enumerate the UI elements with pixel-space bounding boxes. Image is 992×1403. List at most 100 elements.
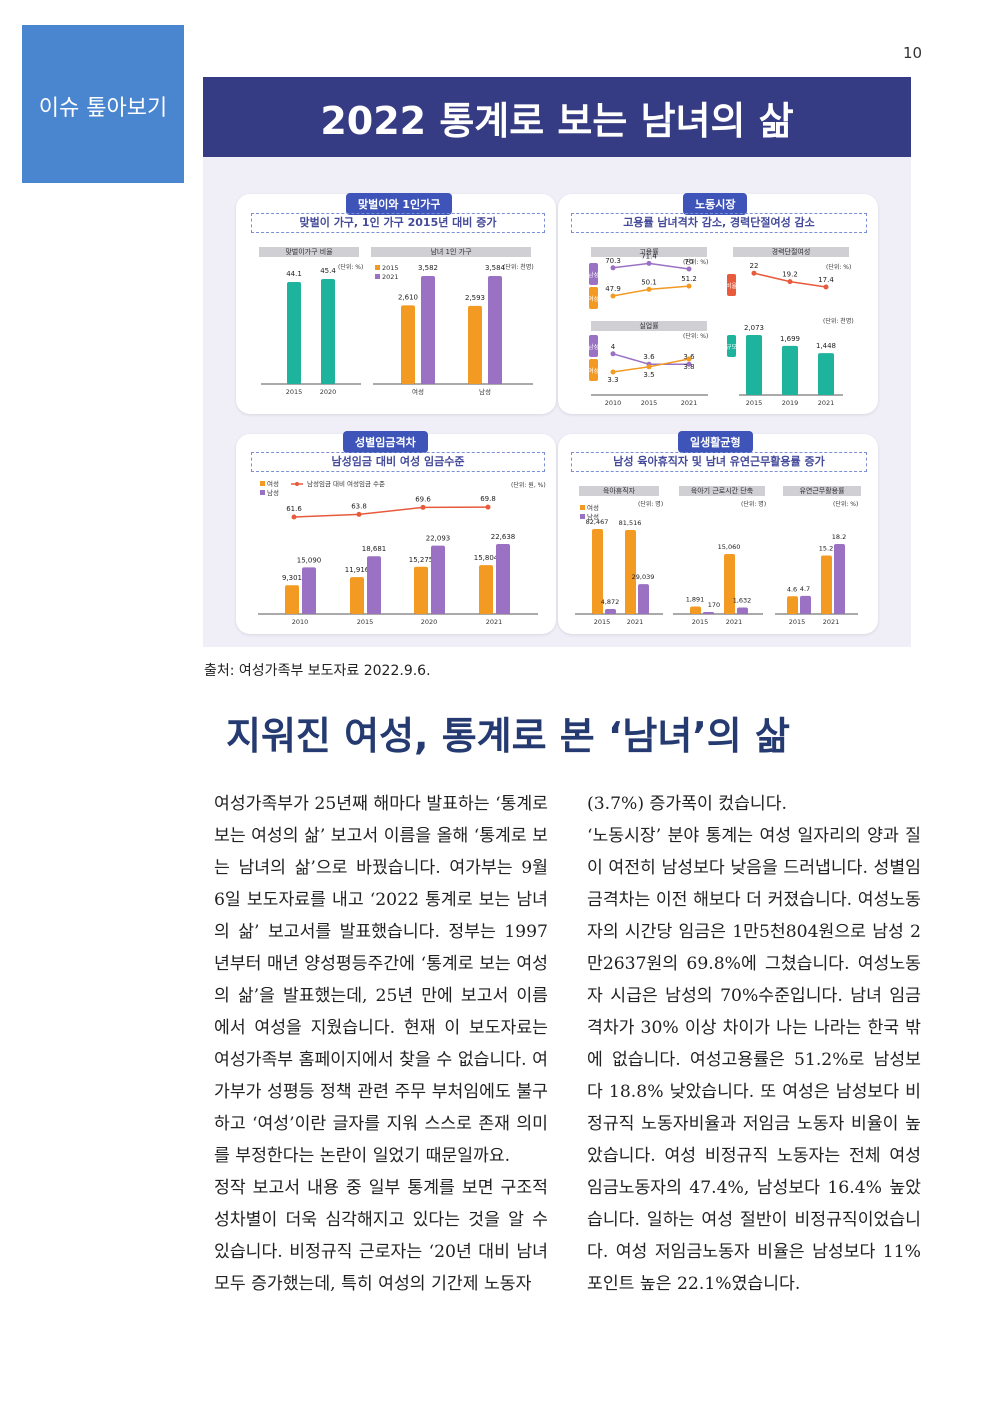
- panel-title: 성별임금격차: [343, 431, 428, 453]
- data-label: 11,916: [345, 566, 370, 574]
- bar: [401, 305, 415, 384]
- panel-subhead: 남성 육아휴직자 및 남녀 유연근무활용률 증가: [571, 452, 867, 472]
- bar: [350, 577, 364, 614]
- data-label: 170: [708, 601, 720, 609]
- legend-label: 여성: [587, 503, 599, 512]
- infographic: 2022 통계로 보는 남녀의 삶 맞벌이와 1인가구 맞벌이 가구, 1인 가…: [203, 77, 911, 647]
- data-point: [686, 266, 692, 272]
- data-label: 1,632: [733, 596, 752, 604]
- article-headline: 지워진 여성, 통계로 본 ‘남녀’의 삶: [226, 714, 790, 758]
- data-label: 15,060: [718, 543, 741, 551]
- chart-unit: (단위: 천명): [503, 264, 534, 271]
- data-label: 2,610: [398, 293, 418, 301]
- chart-unit: (단위: 원, %): [511, 482, 546, 489]
- bar: [285, 585, 299, 614]
- tick-label: 2015: [692, 618, 709, 626]
- series-tag-label: 남성: [588, 271, 599, 279]
- panel-subhead: 남성임금 대비 여성 임금수준: [251, 452, 545, 472]
- bar: [468, 305, 482, 384]
- data-label: 61.6: [286, 505, 302, 513]
- chart-unit: (단위: 천명): [823, 318, 854, 325]
- data-label: 22: [750, 262, 759, 270]
- data-label: 9,301: [282, 574, 302, 582]
- bar: [302, 567, 316, 614]
- legend-swatch-female: [580, 505, 585, 510]
- data-point: [686, 283, 692, 289]
- bar: [287, 282, 301, 384]
- chart-unit: (단위: %): [683, 259, 709, 266]
- legend-swatch-male: [580, 514, 585, 519]
- bar: [367, 556, 381, 614]
- series-tag: [589, 287, 598, 309]
- source-caption: 출처: 여성가족부 보도자료 2022.9.6.: [204, 663, 431, 679]
- chart-label: 유연근무활용률: [783, 486, 861, 496]
- data-point: [610, 369, 616, 375]
- data-label: 71.4: [641, 252, 657, 260]
- chart-label: 남녀 1인 가구: [371, 247, 531, 257]
- series-tag-label: 여성: [588, 295, 599, 303]
- data-point: [420, 504, 426, 510]
- data-label: 81,516: [619, 519, 642, 527]
- legend-label: 여성: [267, 479, 279, 488]
- tick-label: 2010: [605, 399, 622, 407]
- bar: [746, 335, 762, 395]
- data-label: 18,681: [362, 545, 387, 553]
- data-label: 1,891: [686, 595, 705, 603]
- data-label: 3.5: [643, 371, 654, 379]
- legend-marker: [295, 482, 299, 486]
- legend-label: 남성: [587, 512, 599, 521]
- series-tag: [589, 263, 598, 285]
- data-label: 2,593: [465, 294, 485, 302]
- chart-label: 고용률: [591, 247, 707, 257]
- bar: [592, 529, 603, 614]
- page-number: 10: [903, 44, 923, 62]
- chart-label: 맞벌이가구 비율: [259, 247, 359, 257]
- data-label: 4.7: [800, 585, 810, 593]
- tick-label: 2021: [627, 618, 644, 626]
- data-label: 45.4: [320, 267, 336, 275]
- series-tag: [589, 359, 598, 381]
- legend-label: 2021: [382, 273, 399, 281]
- data-label: 4,872: [601, 598, 620, 606]
- bar: [414, 566, 428, 614]
- bar: [488, 276, 502, 384]
- panel-subhead: 고용률 남녀격차 감소, 경력단절여성 감소: [571, 213, 867, 233]
- series-tag-label: 규모: [726, 344, 738, 351]
- bar: [605, 608, 616, 614]
- chart-label: 육아휴직자: [579, 486, 659, 496]
- tick-label: 2015: [746, 399, 763, 407]
- legend-label: 남성임금 대비 여성임금 수준: [307, 479, 385, 488]
- chart-label: 육아기 근로시간 단축: [679, 486, 765, 496]
- chart-unit: (단위: %): [338, 264, 364, 271]
- data-label: 50.1: [641, 278, 657, 286]
- series-tag: [727, 335, 736, 357]
- bar: [321, 279, 335, 384]
- bar: [690, 606, 701, 614]
- tick-label: 2020: [320, 388, 337, 396]
- bar: [638, 584, 649, 614]
- tick-label: 2020: [421, 618, 438, 626]
- data-label: 63.8: [351, 502, 367, 510]
- bar: [703, 612, 714, 614]
- data-label: 3,582: [418, 264, 438, 272]
- series-line: [612, 285, 690, 297]
- tick-label: 2021: [726, 618, 743, 626]
- data-point: [823, 284, 829, 290]
- infographic-charts: 44.1201545.42020201520212,6103,582여성2,59…: [258, 252, 858, 626]
- chart-label: 경력단절여성: [733, 247, 849, 257]
- data-label: 22,093: [426, 535, 451, 543]
- tick-label: 2021: [681, 399, 698, 407]
- series-tag-label: 여성: [588, 367, 599, 375]
- bar: [737, 607, 748, 614]
- data-label: 47.9: [605, 285, 621, 293]
- tick-label: 여성: [412, 387, 424, 396]
- data-label: 17.4: [818, 276, 834, 284]
- data-label: 51.2: [681, 275, 697, 283]
- tick-label: 2010: [292, 618, 309, 626]
- bar: [782, 345, 798, 395]
- bar: [479, 565, 493, 614]
- data-point: [485, 504, 491, 510]
- bar: [421, 276, 435, 384]
- paragraph: 여성가족부가 25년째 해마다 발표하는 ‘통계로 보는 여성의 삶’ 보고서 …: [214, 794, 548, 1166]
- bar: [821, 555, 832, 614]
